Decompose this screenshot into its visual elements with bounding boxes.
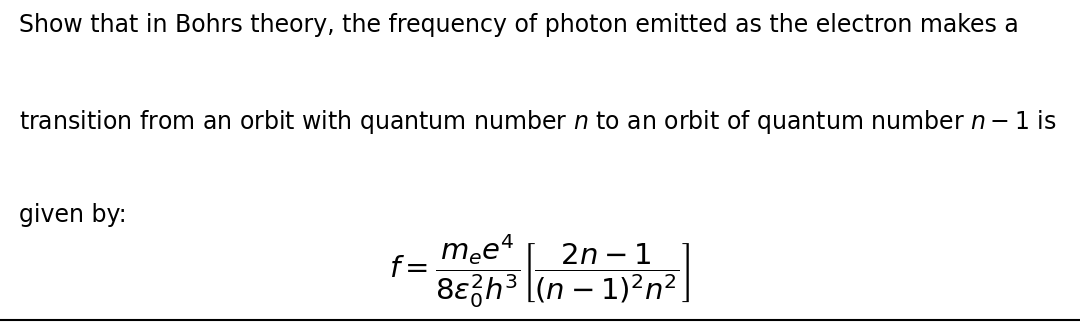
Text: transition from an orbit with quantum number $n$ to an orbit of quantum number $: transition from an orbit with quantum nu… [19, 108, 1057, 136]
Text: $f = \dfrac{m_e e^4}{8\epsilon_0^2 h^3} \left[\dfrac{2n - 1}{(n - 1)^2 n^2}\righ: $f = \dfrac{m_e e^4}{8\epsilon_0^2 h^3} … [390, 232, 690, 310]
Text: Show that in Bohrs theory, the frequency of photon emitted as the electron makes: Show that in Bohrs theory, the frequency… [19, 13, 1020, 37]
Text: given by:: given by: [19, 203, 127, 227]
